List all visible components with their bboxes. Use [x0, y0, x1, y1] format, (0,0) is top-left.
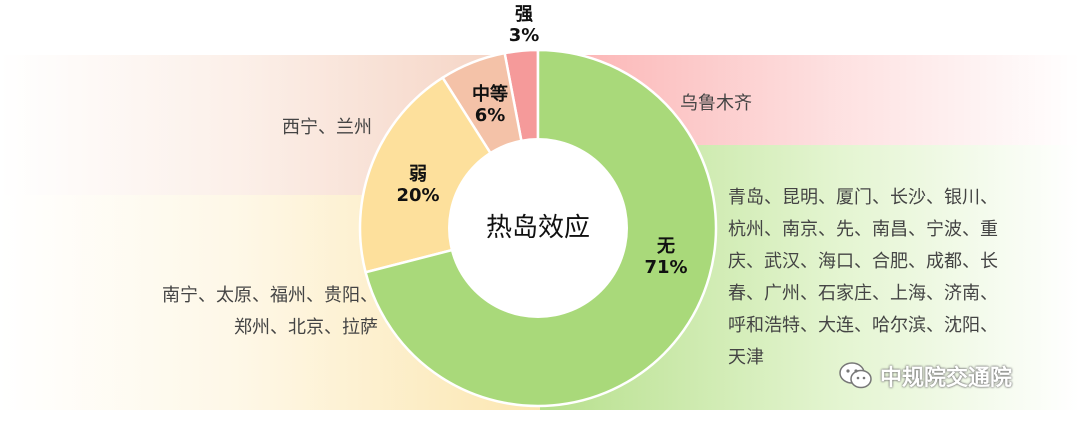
- city-line: 南宁、太原、福州、贵阳、: [162, 285, 378, 306]
- slice-weak-label: 弱 20%: [396, 164, 439, 206]
- city-line: 杭州、南京、先、南昌、宁波、重: [728, 219, 998, 240]
- cities-none: 青岛、昆明、厦门、长沙、银川、 杭州、南京、先、南昌、宁波、重 庆、武汉、海口、合肥…: [728, 182, 1028, 374]
- watermark: 中规院交通院: [838, 360, 1012, 392]
- chart-title: 热岛效应: [486, 213, 590, 243]
- city-line: 青岛、昆明、厦门、长沙、银川、: [728, 187, 998, 208]
- city-line: 天津: [728, 347, 764, 368]
- slice-none-label: 无 71%: [644, 236, 687, 278]
- wechat-icon: [838, 361, 874, 391]
- slice-medium-label: 中等 6%: [472, 83, 508, 126]
- slice-strong-label: 强 3%: [509, 4, 540, 46]
- donut-center: [448, 138, 628, 318]
- city-line: 春、广州、石家庄、上海、济南、: [728, 283, 998, 304]
- city-line: 呼和浩特、大连、哈尔滨、沈阳、: [728, 315, 998, 336]
- cities-medium: 西宁、兰州: [282, 112, 372, 144]
- watermark-text: 中规院交通院: [880, 366, 1013, 391]
- city-line: 郑州、北京、拉萨: [234, 317, 378, 338]
- cities-strong: 乌鲁木齐: [680, 88, 752, 120]
- city-line: 庆、武汉、海口、合肥、成都、长: [728, 251, 998, 272]
- city-line: 西宁、兰州: [282, 117, 372, 138]
- city-line: 乌鲁木齐: [680, 93, 752, 114]
- cities-weak: 南宁、太原、福州、贵阳、郑州、北京、拉萨: [138, 280, 378, 344]
